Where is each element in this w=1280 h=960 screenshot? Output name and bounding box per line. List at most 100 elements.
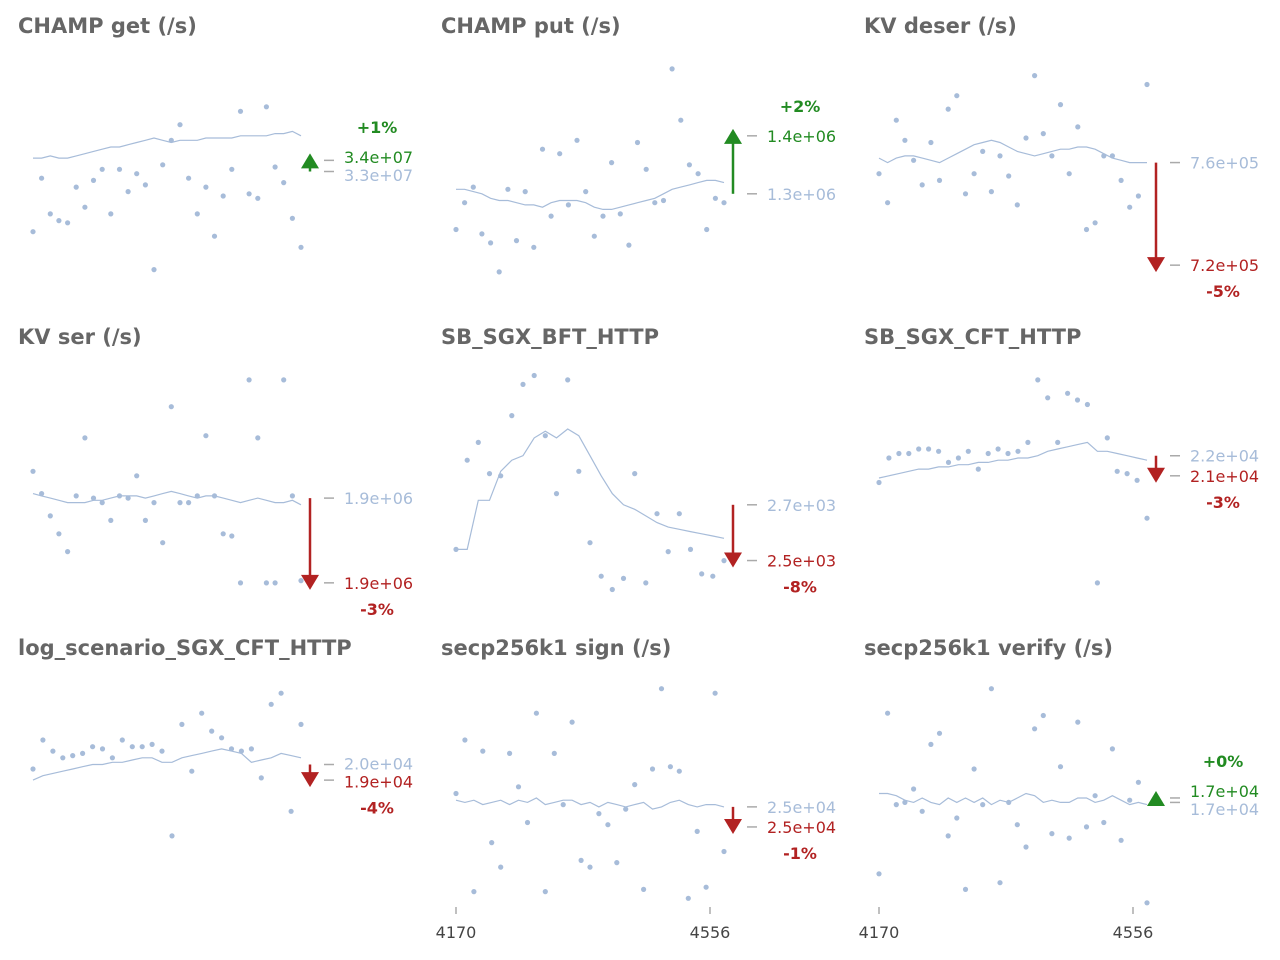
data-point bbox=[268, 701, 274, 707]
data-point bbox=[488, 240, 494, 246]
data-point bbox=[194, 493, 200, 499]
change-arrow-head bbox=[1147, 467, 1165, 483]
data-point bbox=[596, 811, 602, 817]
trend-line bbox=[878, 441, 1148, 479]
data-point bbox=[453, 790, 459, 797]
data-point bbox=[911, 157, 917, 163]
data-point bbox=[587, 540, 593, 546]
data-point bbox=[712, 195, 718, 201]
data-point bbox=[1083, 824, 1090, 830]
data-point bbox=[885, 710, 891, 716]
data-point bbox=[565, 202, 571, 208]
data-point bbox=[56, 218, 62, 224]
data-point bbox=[623, 806, 629, 812]
baseline-label: 2.5e+04 bbox=[767, 798, 836, 817]
data-point bbox=[926, 446, 932, 452]
x-tick-label: 4556 bbox=[1113, 923, 1154, 942]
panel-title: KV deser (/s) bbox=[864, 14, 1017, 38]
data-point bbox=[569, 719, 575, 725]
data-point bbox=[641, 886, 647, 892]
data-point bbox=[179, 721, 185, 727]
data-point bbox=[643, 580, 649, 586]
panel-title: KV ser (/s) bbox=[18, 325, 142, 349]
change-percent: -4% bbox=[360, 798, 394, 817]
data-point bbox=[82, 435, 88, 441]
data-point bbox=[211, 493, 218, 499]
data-point bbox=[116, 493, 123, 499]
current-label: 3.4e+07 bbox=[344, 148, 413, 167]
data-point bbox=[1124, 471, 1130, 477]
data-point bbox=[997, 880, 1003, 886]
data-point bbox=[1144, 515, 1150, 521]
data-point bbox=[246, 191, 252, 197]
data-point bbox=[281, 180, 287, 186]
data-point bbox=[119, 737, 125, 743]
data-point bbox=[1057, 764, 1064, 770]
data-point bbox=[129, 744, 135, 750]
data-point bbox=[591, 233, 597, 239]
data-point bbox=[211, 233, 218, 239]
data-point bbox=[695, 171, 701, 177]
data-point bbox=[626, 242, 632, 248]
data-point bbox=[498, 864, 504, 870]
data-point bbox=[539, 146, 546, 152]
data-point bbox=[125, 189, 131, 195]
data-point bbox=[1014, 822, 1020, 828]
data-point bbox=[1114, 468, 1120, 474]
data-point bbox=[1074, 397, 1081, 403]
data-point bbox=[73, 184, 79, 190]
data-point bbox=[965, 448, 971, 454]
data-point bbox=[654, 511, 660, 517]
change-arrow-head bbox=[1147, 790, 1165, 806]
data-point bbox=[199, 710, 205, 716]
data-point bbox=[531, 244, 537, 250]
data-point bbox=[1014, 202, 1020, 208]
data-point bbox=[462, 200, 468, 206]
current-label: 1.7e+04 bbox=[1190, 782, 1259, 801]
data-point bbox=[1057, 102, 1064, 108]
data-point bbox=[65, 549, 71, 555]
current-label: 2.5e+04 bbox=[767, 818, 836, 837]
data-point bbox=[47, 513, 53, 519]
data-point bbox=[988, 189, 994, 195]
panel: log_scenario_SGX_CFT_HTTP 2.0e+041.9e+04 -… bbox=[18, 636, 413, 839]
x-tick-label: 4556 bbox=[690, 923, 731, 942]
data-point bbox=[272, 164, 278, 170]
trend-line bbox=[878, 139, 1147, 164]
data-point bbox=[278, 690, 284, 696]
data-point bbox=[40, 737, 46, 743]
data-point bbox=[520, 381, 526, 387]
data-point bbox=[177, 500, 183, 506]
data-point bbox=[1075, 719, 1081, 725]
data-point bbox=[1075, 124, 1081, 130]
data-point bbox=[1118, 837, 1124, 843]
data-point bbox=[609, 160, 615, 166]
data-point bbox=[1055, 439, 1061, 445]
data-point bbox=[99, 746, 106, 752]
data-point bbox=[600, 213, 606, 219]
data-point bbox=[620, 575, 627, 581]
data-point bbox=[70, 753, 76, 759]
data-point bbox=[470, 184, 476, 190]
data-point bbox=[542, 433, 548, 439]
data-point bbox=[1094, 580, 1100, 586]
data-point bbox=[876, 479, 882, 486]
data-point bbox=[39, 175, 45, 181]
data-point bbox=[90, 177, 97, 183]
data-point bbox=[1006, 173, 1012, 179]
trend-line bbox=[879, 792, 1148, 806]
data-point bbox=[1083, 226, 1090, 233]
x-tick-label: 4170 bbox=[859, 923, 900, 942]
data-point bbox=[533, 710, 539, 716]
data-point bbox=[1066, 171, 1072, 177]
data-point bbox=[248, 746, 254, 752]
data-point bbox=[886, 455, 892, 461]
data-point bbox=[99, 166, 105, 172]
data-point bbox=[893, 802, 899, 808]
data-point bbox=[1049, 153, 1055, 159]
data-point bbox=[975, 466, 981, 472]
data-point bbox=[82, 204, 88, 210]
data-point bbox=[710, 573, 716, 579]
data-point bbox=[142, 182, 148, 188]
data-point bbox=[699, 571, 705, 577]
